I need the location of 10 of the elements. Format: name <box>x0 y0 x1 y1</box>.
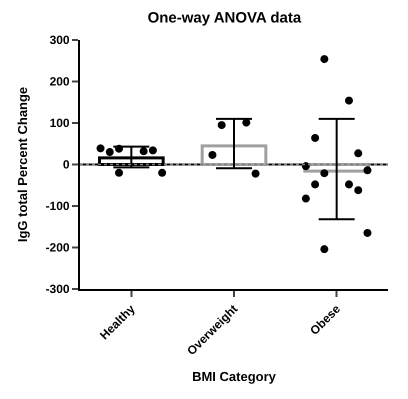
y-tick-label: -100 <box>46 199 70 214</box>
y-tick-label: 0 <box>62 158 70 172</box>
y-tick-label: 300 <box>50 33 70 48</box>
x-axis-title: BMI Category <box>192 369 277 384</box>
y-tick-label: -300 <box>46 282 70 296</box>
y-tick-label: 200 <box>50 74 70 89</box>
chart-title: One-way ANOVA data <box>148 9 302 26</box>
y-axis-title: IgG total Percent Change <box>15 86 30 242</box>
y-tick-label: -200 <box>46 240 70 255</box>
y-tick-label: 100 <box>50 116 70 130</box>
